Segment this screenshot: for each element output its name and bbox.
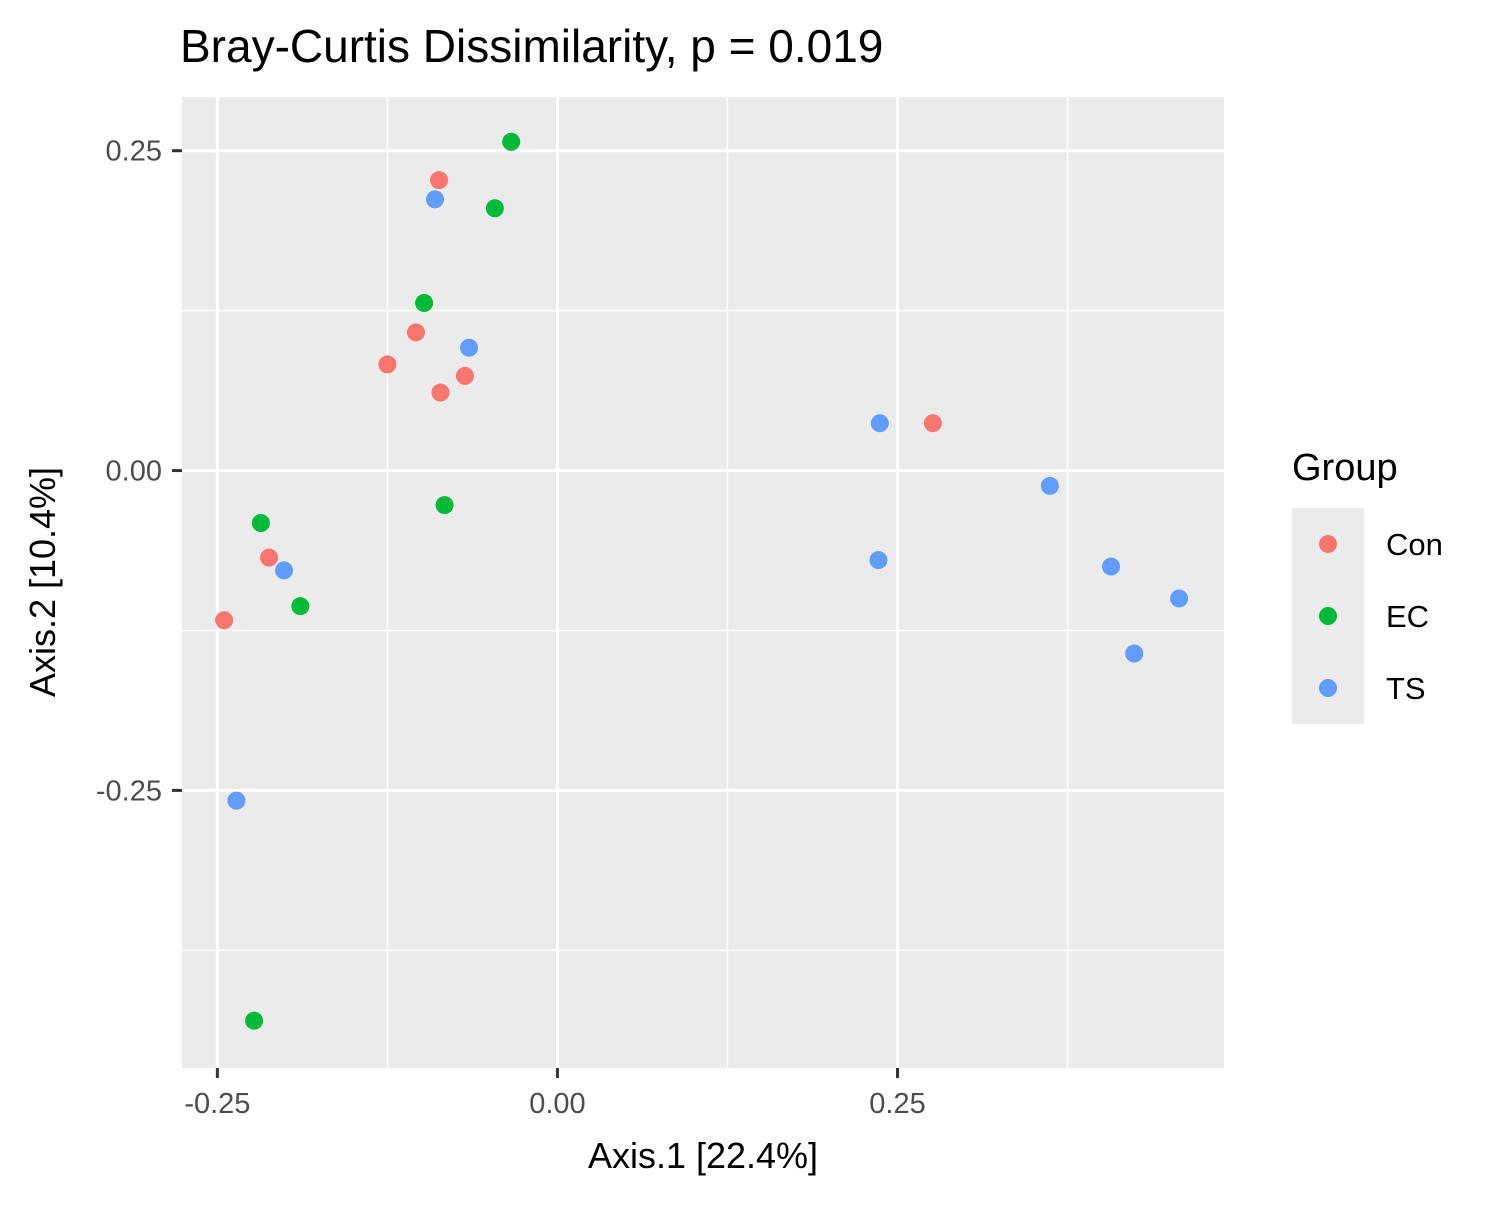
y-tick-label: -0.25 [96, 775, 162, 807]
y-tick-label: 0.00 [106, 456, 162, 488]
point-ec [502, 132, 521, 151]
point-con [406, 323, 425, 342]
point-ts [1125, 644, 1144, 663]
x-axis-label: Axis.1 [22.4%] [588, 1135, 818, 1176]
x-tick-label: 0.00 [529, 1088, 585, 1120]
chart-title: Bray-Curtis Dissimilarity, p = 0.019 [180, 20, 883, 72]
point-con [215, 611, 234, 630]
legend-label-ec: EC [1386, 599, 1429, 634]
point-ec [415, 293, 434, 312]
point-ts [460, 338, 479, 357]
y-axis-label: Axis.2 [10.4%] [22, 467, 63, 697]
point-con [431, 383, 450, 402]
point-ts [1102, 557, 1121, 576]
point-ts [869, 551, 888, 570]
point-ec [485, 199, 504, 218]
grid-lines [182, 97, 1224, 1068]
point-con [923, 414, 942, 433]
point-ts [227, 791, 246, 810]
legend: Group Con EC TS [1292, 447, 1443, 724]
point-con [455, 366, 474, 385]
point-con [260, 548, 279, 567]
y-tick-label: 0.25 [106, 136, 162, 168]
legend-key-ec [1319, 607, 1337, 625]
point-ec [291, 597, 310, 616]
legend-title: Group [1292, 447, 1398, 489]
point-ts [426, 190, 445, 209]
plot-panel [182, 97, 1224, 1068]
point-con [430, 171, 449, 190]
point-ts [1040, 476, 1059, 495]
point-ec [435, 496, 454, 515]
legend-label-ts: TS [1386, 671, 1426, 706]
legend-label-con: Con [1386, 527, 1443, 562]
point-ts [275, 561, 294, 580]
point-ec [251, 514, 270, 533]
x-tick-label: -0.25 [184, 1088, 250, 1120]
legend-key-ts [1319, 679, 1337, 697]
x-tick-label: 0.25 [869, 1088, 925, 1120]
point-ec [245, 1011, 264, 1030]
legend-key-con [1319, 535, 1337, 553]
point-con [378, 355, 397, 374]
axes: -0.25 0.00 0.25 -0.25 0.00 0.25 [96, 136, 926, 1120]
data-points [215, 132, 1189, 1030]
point-ts [870, 414, 889, 433]
point-ts [1170, 589, 1189, 608]
